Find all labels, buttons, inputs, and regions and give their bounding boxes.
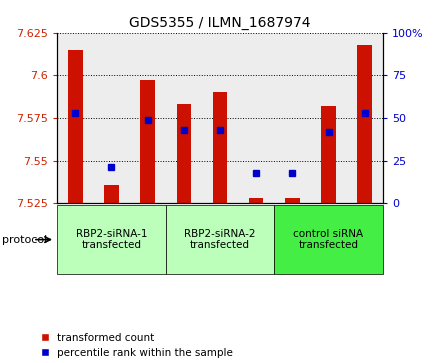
Title: GDS5355 / ILMN_1687974: GDS5355 / ILMN_1687974 (129, 16, 311, 30)
Bar (166, 33, 202, 203)
Text: RBP2-siRNA-2
transfected: RBP2-siRNA-2 transfected (184, 229, 256, 250)
Bar (357, 45, 372, 203)
Bar (93, 33, 129, 203)
Bar (285, 198, 300, 203)
Text: protocol: protocol (2, 234, 48, 245)
Bar (321, 106, 336, 203)
Bar (213, 93, 227, 203)
Bar (176, 104, 191, 203)
Bar (104, 184, 119, 203)
Bar (57, 33, 93, 203)
Bar (129, 33, 166, 203)
Bar (274, 33, 311, 203)
Bar (347, 33, 383, 203)
Bar (249, 198, 264, 203)
Bar (238, 33, 274, 203)
Bar (140, 81, 155, 203)
Text: RBP2-siRNA-1
transfected: RBP2-siRNA-1 transfected (76, 229, 147, 250)
Bar (311, 33, 347, 203)
Legend: transformed count, percentile rank within the sample: transformed count, percentile rank withi… (40, 333, 233, 358)
Bar (68, 50, 83, 203)
Bar (202, 33, 238, 203)
Text: control siRNA
transfected: control siRNA transfected (293, 229, 363, 250)
